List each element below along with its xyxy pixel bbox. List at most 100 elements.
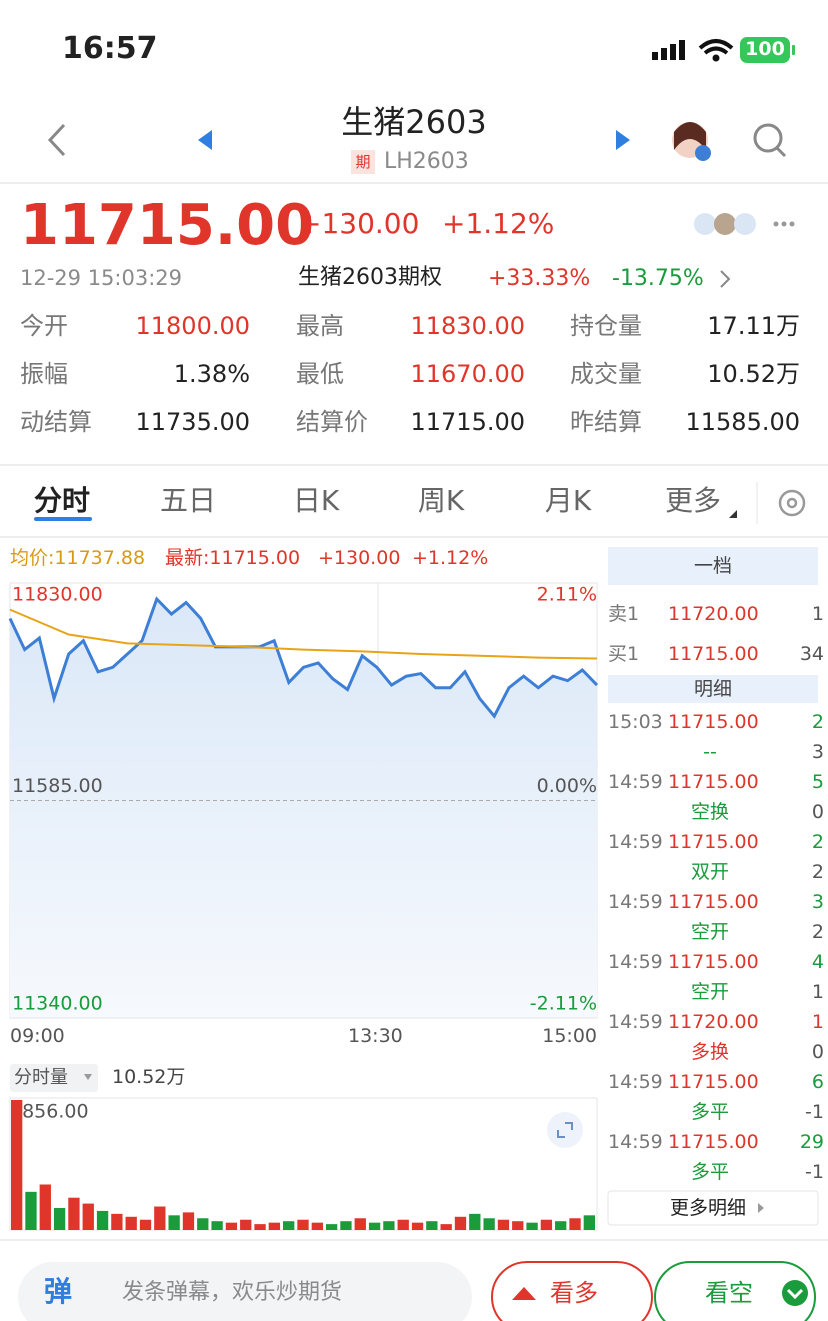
volume-bar (540, 1219, 553, 1230)
bull-button[interactable] (491, 1261, 653, 1321)
danmu-input[interactable] (18, 1262, 472, 1321)
volume-bar (268, 1222, 281, 1230)
orderbook-header (608, 547, 818, 585)
danmu-placeholder[interactable]: 发条弹幕，欢乐炒期货 (122, 1280, 343, 1305)
volume-bar (25, 1191, 37, 1230)
book-volume: 34 (799, 643, 824, 665)
volume-bar (240, 1219, 252, 1230)
volume-bar (82, 1203, 94, 1230)
trade-net: 2 (811, 861, 824, 883)
volume-bar (555, 1221, 567, 1230)
volume-bar (325, 1224, 338, 1230)
trade-type: 空换 (690, 801, 729, 823)
stat-label: 最高 (296, 312, 344, 340)
trade-volume: 1 (811, 1011, 824, 1033)
volume-bar (39, 1184, 51, 1230)
search-button[interactable] (753, 123, 783, 153)
active-tab-indicator (34, 517, 92, 521)
trade-net: -1 (805, 1101, 824, 1123)
trade-net: 2 (811, 921, 824, 943)
bear-button[interactable] (654, 1261, 816, 1321)
volume-bar (454, 1216, 467, 1230)
stat-label: 最低 (296, 360, 344, 388)
trade-time: 15:03 (608, 711, 663, 733)
stat-value: 11800.00 (135, 312, 250, 340)
volume-bar (483, 1218, 495, 1230)
trade-time: 14:59 (608, 1071, 663, 1093)
y-tick-label: 11830.00 (12, 584, 103, 606)
bear-label[interactable]: 看空 (705, 1279, 753, 1307)
book-volume: 1 (811, 603, 824, 625)
trade-time: 14:59 (608, 1131, 663, 1153)
bear-icon (782, 1280, 808, 1306)
period-tab[interactable]: 分时 (33, 484, 90, 517)
option-link[interactable]: 生猪2603期权 (298, 265, 442, 290)
signal-icon (652, 40, 685, 60)
prev-contract[interactable] (198, 130, 212, 150)
bull-icon (512, 1287, 536, 1300)
period-tab[interactable]: 五日 (159, 484, 216, 517)
price-change-pct: +1.12% (442, 207, 555, 240)
period-tab[interactable]: 日K (292, 484, 340, 517)
stat-label: 结算价 (296, 408, 368, 436)
trade-type: 空开 (690, 981, 729, 1003)
volume-bar (68, 1197, 80, 1230)
volume-bar (340, 1221, 352, 1230)
battery-tip (792, 45, 795, 55)
search-handle (775, 146, 787, 158)
volume-bar (354, 1218, 366, 1230)
volume-bar (111, 1213, 123, 1230)
avg-price-legend: 均价:11737.88 (10, 547, 146, 569)
trade-price: 11715.00 (668, 771, 759, 793)
trade-price: 11715.00 (668, 891, 759, 913)
more-trades-button[interactable] (607, 1190, 819, 1226)
period-tab[interactable]: 更多 (664, 484, 721, 517)
volume-bar (211, 1221, 223, 1230)
book-price: 11720.00 (668, 603, 759, 625)
settings-button[interactable] (778, 489, 806, 517)
next-contract[interactable] (616, 130, 630, 150)
more-button[interactable] (773, 221, 795, 227)
wifi-dot (712, 54, 720, 62)
contract-title: 生猪2603 (341, 103, 487, 141)
trade-type: 双开 (690, 861, 729, 883)
bull-label[interactable]: 看多 (550, 1279, 598, 1307)
volume-bar (569, 1218, 581, 1230)
volume-bar (283, 1221, 295, 1230)
avg-line (9, 608, 598, 660)
trade-volume: 6 (811, 1071, 824, 1093)
stat-label: 持仓量 (570, 312, 642, 340)
last-price-legend: 最新:11715.00 (165, 547, 301, 569)
trade-volume: 2 (811, 831, 824, 853)
volume-selector[interactable] (10, 1064, 98, 1092)
trade-volume: 2 (811, 711, 824, 733)
volume-chart-frame (9, 1097, 598, 1231)
option-put: -13.75% (612, 266, 704, 291)
volume-bar (440, 1224, 452, 1230)
volume-total: 10.52万 (112, 1066, 186, 1088)
volume-bar (225, 1222, 238, 1230)
trade-volume: 29 (799, 1131, 824, 1153)
change-pct-legend: +1.12% (412, 547, 489, 569)
back-button[interactable] (47, 123, 66, 157)
volume-bar (368, 1222, 381, 1230)
trades-title: 明细 (693, 678, 732, 700)
volume-selector-label[interactable]: 分时量 (14, 1067, 68, 1088)
option-chevron[interactable] (720, 270, 731, 288)
stat-value: 11585.00 (685, 408, 800, 436)
quote-time: 12-29 15:03:29 (20, 266, 183, 290)
period-tab[interactable]: 周K (417, 484, 465, 517)
stat-value: 11735.00 (135, 408, 250, 436)
book-side: 卖1 (608, 603, 640, 625)
book-price: 11715.00 (668, 643, 759, 665)
expand-button[interactable] (547, 1112, 583, 1148)
battery-level: 100 (745, 38, 785, 60)
more-trades[interactable]: 更多明细 (669, 1197, 746, 1219)
volume-bar (297, 1219, 309, 1230)
battery (740, 37, 790, 63)
volume-bar (512, 1221, 524, 1230)
last-price: 11715.00 (20, 193, 315, 258)
option-call: +33.33% (488, 266, 591, 291)
period-tab[interactable]: 月K (544, 484, 592, 517)
